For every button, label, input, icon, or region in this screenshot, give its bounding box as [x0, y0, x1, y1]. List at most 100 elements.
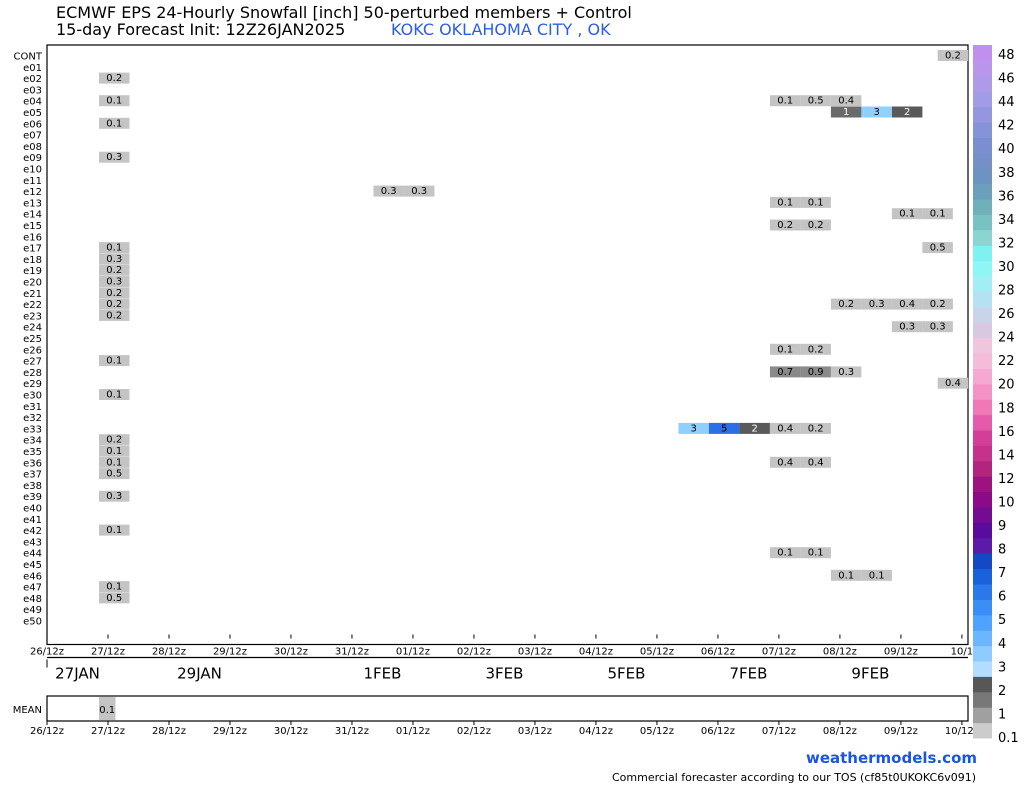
member-label: e34	[23, 436, 42, 447]
cell-value-label: 0.1	[777, 548, 793, 559]
snow-cell	[98, 117, 130, 129]
x-tick-label: 29/12z	[213, 647, 247, 658]
brand-link[interactable]: weathermodels.com	[805, 749, 977, 767]
colorbar-segment	[973, 199, 992, 215]
member-label: e15	[23, 221, 42, 232]
colorbar-segment	[973, 368, 992, 385]
mean-x-tick-label: 02/12z	[457, 726, 491, 737]
member-label: e14	[23, 210, 42, 221]
snow-cell	[769, 196, 801, 208]
mean-x-tick-label: 31/12z	[335, 726, 369, 737]
mean-x-tick-label: 26/12z	[30, 726, 64, 737]
mean-x-tick-label: 10/12z	[945, 726, 979, 737]
snow-cell	[769, 366, 801, 378]
colorbar-segment	[973, 568, 992, 585]
member-label: e44	[23, 549, 42, 560]
colorbar-segment	[973, 614, 992, 631]
colorbar-tick-label: 12	[998, 472, 1015, 487]
colorbar-tick-label: 38	[998, 166, 1015, 181]
x-tick-label: 04/12z	[579, 647, 613, 658]
colorbar-segment	[973, 291, 992, 308]
forecast-init-label: 15-day Forecast Init: 12Z26JAN2025	[56, 20, 346, 39]
snow-cell	[98, 434, 130, 446]
cell-value-label: 0.1	[777, 197, 793, 208]
mean-x-tick-label: 07/12z	[762, 726, 796, 737]
date-label: 7FEB	[729, 665, 767, 683]
colorbar-segment	[973, 45, 992, 61]
cells-layer: 0.20.20.1 0.1 0.5 0.41 3 20.10.30.3 0.30.1 0.10…	[98, 50, 969, 720]
member-label: e06	[23, 119, 42, 130]
cell-value-label: 0.1	[930, 209, 946, 220]
cell-value-label: 0.1	[777, 344, 793, 355]
snow-cell	[98, 276, 130, 287]
colorbar-tick-label: 30	[998, 260, 1015, 275]
cell-value-label: 0.2	[106, 265, 122, 276]
member-label: e25	[23, 334, 42, 345]
snow-cell	[98, 355, 130, 367]
cell-value-label: 0.1	[106, 118, 122, 129]
snow-cell	[922, 321, 953, 333]
cell-value-label: 0.7	[777, 367, 793, 378]
x-tick-label: 30/12z	[274, 647, 308, 658]
cell-value-label: 0.5	[106, 593, 122, 604]
colorbar-tick-label: 6	[998, 590, 1006, 605]
cell-value-label: 3	[873, 107, 879, 118]
colorbar-segment	[973, 276, 992, 292]
member-label: e35	[23, 447, 42, 458]
colorbar-segment	[973, 306, 992, 323]
cell-value-label: 3	[690, 423, 696, 434]
snow-cell	[891, 106, 923, 118]
cell-value-label: 0.5	[808, 96, 824, 107]
colorbar-tick-label: 34	[998, 213, 1015, 228]
snow-cell	[922, 242, 953, 254]
cell-value-label: 0.2	[106, 310, 122, 321]
snow-cell	[891, 208, 923, 220]
colorbar-tick-label: 7	[998, 566, 1006, 581]
x-tick-label: 10/1	[951, 647, 973, 658]
member-label: e19	[23, 266, 42, 277]
colorbar-segment	[973, 322, 992, 339]
colorbar-tick-label: 26	[998, 307, 1015, 322]
snow-cell	[800, 422, 831, 434]
cell-value-label: 0.3	[381, 186, 397, 197]
colorbar-tick-label: 40	[998, 142, 1015, 157]
mean-x-tick-label: 05/12z	[640, 726, 674, 737]
member-label: e27	[23, 357, 42, 368]
colorbar-tick-label: 48	[998, 48, 1015, 63]
x-tick-label: 07/12z	[762, 647, 796, 658]
member-label: e46	[23, 571, 42, 582]
grid-layer	[46, 44, 969, 725]
cell-value-label: 0.2	[838, 299, 854, 310]
snow-cell	[937, 50, 969, 61]
member-label: e47	[23, 583, 42, 594]
member-label: e09	[23, 153, 42, 164]
snow-cell	[98, 490, 130, 502]
member-label: e16	[23, 232, 42, 243]
plot-frame	[46, 44, 969, 646]
mean-x-tick-label: 04/12z	[579, 726, 613, 737]
snow-cell	[98, 72, 130, 84]
cell-value-label: 0.3	[838, 367, 854, 378]
cell-value-label: 0.1	[106, 243, 122, 254]
snow-cell	[830, 95, 862, 107]
mean-x-tick-label: 09/12z	[884, 726, 918, 737]
member-label: e12	[23, 187, 42, 198]
cell-value-label: 0.1	[899, 209, 915, 220]
colorbar-tick-label: 4	[998, 637, 1006, 652]
date-label: 29JAN	[177, 665, 222, 683]
cell-value-label: 0.4	[777, 423, 793, 434]
cell-value-label: 0.1	[106, 457, 122, 468]
cell-value-label: 0.4	[899, 299, 915, 310]
cell-value-label: 0.2	[945, 51, 961, 62]
member-label: e20	[23, 278, 42, 289]
member-label: e17	[23, 244, 42, 255]
snow-cell	[800, 95, 831, 107]
snow-cell	[769, 95, 801, 107]
snow-cell	[769, 547, 801, 559]
member-label: e13	[23, 198, 42, 209]
colorbar-segment	[973, 383, 992, 400]
cell-value-label: 0.2	[106, 288, 122, 299]
snow-cell	[98, 445, 130, 457]
colorbar-segment	[973, 661, 992, 677]
